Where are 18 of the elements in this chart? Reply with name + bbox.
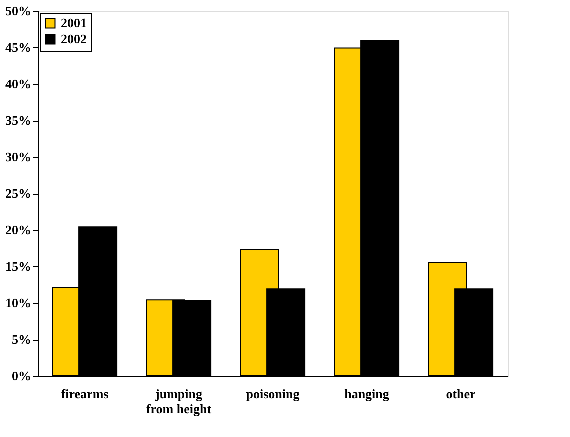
y-tick-label: 50% (6, 4, 32, 18)
y-tick-label: 5% (12, 332, 32, 347)
x-tick-label: other (446, 386, 476, 402)
y-tick-label: 20% (6, 222, 32, 238)
legend-label: 2001 (61, 16, 87, 30)
x-tick-label: hanging (344, 386, 390, 402)
legend-label: 2002 (61, 32, 87, 46)
y-tick-label: 25% (6, 186, 32, 201)
y-tick-label: 30% (6, 150, 32, 164)
y-tick-label: 15% (6, 259, 32, 274)
y-tick-label: 10% (6, 296, 32, 310)
y-tick-label: 45% (6, 40, 32, 55)
y-tick-label: 0% (12, 368, 32, 384)
x-tick-label: jumping from height (146, 386, 212, 416)
x-tick-label: poisoning (246, 386, 300, 402)
x-tick-label: firearms (61, 386, 109, 402)
y-tick-label: 40% (6, 76, 32, 92)
y-tick-label: 35% (6, 113, 32, 128)
